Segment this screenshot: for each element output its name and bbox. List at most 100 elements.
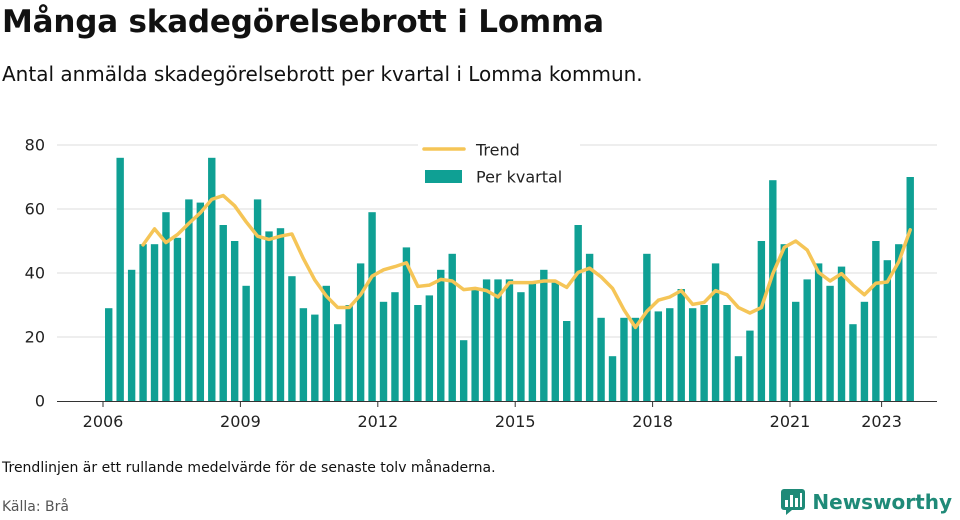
bar [643, 253, 651, 401]
x-tick-label: 2015 [495, 412, 536, 431]
bar [345, 305, 353, 401]
x-axis: 2006 2009 2012 2015 2018 2021 2023 [57, 401, 937, 431]
bar-line-chart: 0 20 40 60 80 2006 2009 2012 2015 2018 2021 2023 T… [25, 136, 937, 431]
brand-logo[interactable]: Newsworthy [780, 488, 952, 516]
bar [803, 279, 811, 401]
bar [895, 244, 903, 401]
bars-per-kvartal [105, 157, 914, 401]
bar [688, 308, 697, 401]
bar [311, 314, 319, 401]
bar [563, 321, 571, 401]
bar [242, 285, 250, 401]
bar [448, 253, 456, 401]
trend-line [141, 193, 912, 330]
bar [517, 292, 525, 401]
bar [528, 282, 537, 401]
bar [471, 289, 479, 401]
y-tick-label: 20 [25, 328, 45, 347]
bar [734, 356, 743, 401]
legend-bar-swatch [425, 170, 462, 183]
bar [368, 212, 376, 401]
y-tick-label: 40 [25, 264, 45, 283]
bar [711, 263, 720, 401]
bar [906, 177, 914, 401]
bar [608, 356, 617, 401]
bar [849, 324, 857, 401]
bar [425, 295, 434, 401]
bar [540, 269, 548, 401]
bar [391, 292, 399, 401]
footnote: Trendlinjen är ett rullande medelvärde f… [2, 460, 496, 476]
bar [551, 282, 559, 401]
bar [253, 199, 262, 401]
bar [150, 244, 159, 401]
bar [356, 263, 365, 401]
bar [757, 241, 766, 401]
x-tick-label: 2006 [83, 412, 124, 431]
bar [814, 263, 823, 401]
bar [494, 279, 502, 401]
chart-title: Många skadegörelsebrott i Lomma [2, 4, 604, 40]
bar [585, 253, 594, 401]
bar [666, 308, 674, 401]
bar [414, 305, 422, 401]
y-tick-label: 80 [25, 136, 45, 155]
bar [139, 244, 147, 401]
bar [288, 276, 296, 401]
legend: Trend Per kvartal [418, 138, 580, 194]
bar [116, 157, 124, 401]
bar [379, 301, 388, 401]
bar [654, 311, 663, 401]
chart-subtitle: Antal anmälda skadegörelsebrott per kvar… [2, 62, 643, 86]
x-tick-label: 2009 [220, 412, 261, 431]
bar [265, 231, 273, 401]
x-tick-label: 2018 [632, 412, 673, 431]
bar [780, 244, 788, 401]
bar [574, 225, 582, 401]
bar [769, 180, 777, 401]
bar [230, 241, 239, 401]
bar [219, 225, 227, 401]
bar [700, 305, 708, 401]
x-tick-label: 2021 [770, 412, 811, 431]
bar [482, 279, 491, 401]
legend-bar-label: Per kvartal [476, 168, 562, 187]
brand-name: Newsworthy [812, 490, 952, 514]
bar [677, 289, 685, 401]
bar [299, 308, 308, 401]
y-axis-ticks: 0 20 40 60 80 [25, 136, 45, 411]
y-tick-label: 0 [35, 392, 45, 411]
bar [746, 330, 754, 401]
bar [860, 301, 869, 401]
bar [185, 199, 193, 401]
bar [322, 285, 330, 401]
bar [334, 324, 342, 401]
bar [162, 212, 170, 401]
bar [276, 228, 285, 401]
source-text: Källa: Brå [2, 499, 69, 515]
bar [402, 247, 411, 401]
trend-line-path [141, 193, 912, 330]
x-tick-label: 2023 [861, 412, 902, 431]
bar [459, 340, 468, 401]
y-tick-label: 60 [25, 200, 45, 219]
bar [597, 317, 605, 401]
bar [196, 202, 205, 401]
bar [792, 301, 800, 401]
bar [872, 241, 880, 401]
bar [437, 269, 445, 401]
bar [505, 279, 514, 401]
bar [127, 269, 136, 401]
bar [208, 157, 216, 401]
bar [883, 260, 892, 401]
x-tick-label: 2012 [357, 412, 398, 431]
bar [837, 266, 846, 401]
bar [620, 317, 628, 401]
bar [826, 285, 834, 401]
newsworthy-logo-icon [781, 489, 806, 515]
bar [173, 237, 182, 401]
bar [631, 317, 640, 401]
bar [723, 305, 731, 401]
bar [105, 308, 113, 401]
legend-trend-label: Trend [475, 141, 520, 160]
